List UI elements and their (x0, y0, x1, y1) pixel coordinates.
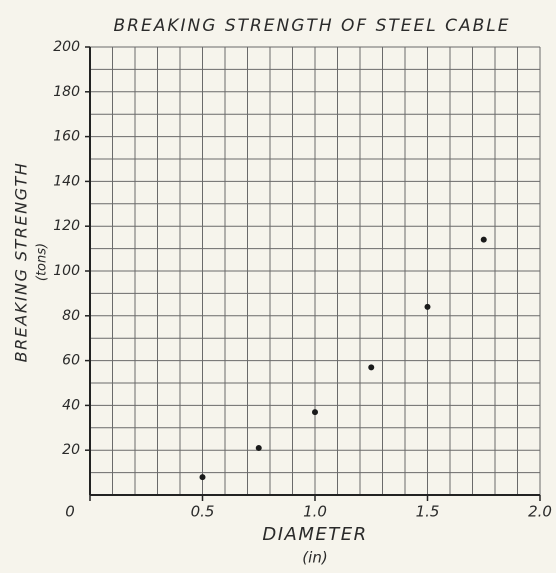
y-axis-unit: (tons) (35, 243, 50, 281)
x-tick-label: 1.5 (416, 503, 440, 521)
y-tick-label: 160 (53, 129, 80, 145)
y-tick-label: 100 (53, 263, 80, 279)
y-tick-label: 40 (62, 397, 80, 413)
y-tick-label: 80 (62, 308, 80, 324)
y-axis-label: BREAKING STRENGTH (12, 162, 31, 363)
point (424, 303, 431, 310)
x-tick-label: 0 (65, 503, 75, 521)
x-axis-unit: (in) (302, 549, 327, 567)
y-tick-label: 180 (53, 84, 80, 100)
y-tick-label: 200 (53, 39, 80, 55)
y-tick-label: 120 (53, 218, 80, 234)
point (199, 474, 206, 481)
x-tick-label: 0.5 (191, 503, 215, 521)
x-axis-label: DIAMETER (262, 524, 367, 545)
point (312, 409, 318, 416)
y-tick-label: 60 (62, 353, 80, 369)
y-tick-label: 20 (62, 442, 80, 458)
x-tick-label: 2.0 (528, 503, 552, 521)
y-tick-label: 140 (53, 173, 80, 189)
point (255, 444, 262, 451)
point (480, 236, 487, 243)
point (368, 364, 375, 371)
x-tick-label: 1.0 (303, 503, 327, 521)
chart-title: BREAKING STRENGTH OF STEEL CABLE (114, 16, 511, 36)
